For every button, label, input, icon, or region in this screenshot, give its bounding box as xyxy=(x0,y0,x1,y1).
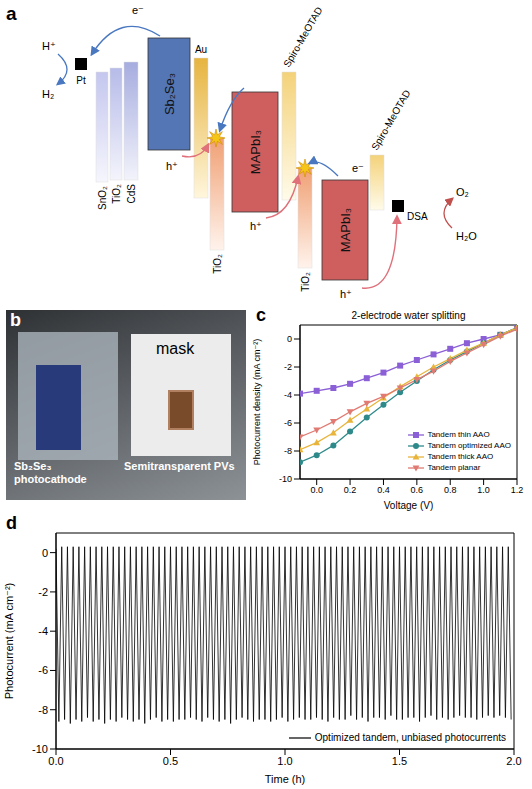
svg-text:Spiro-MeOTAD: Spiro-MeOTAD xyxy=(369,88,412,152)
svg-text:1.0: 1.0 xyxy=(477,485,490,495)
svg-text:Time (h): Time (h) xyxy=(265,773,306,785)
svg-text:0.4: 0.4 xyxy=(377,485,390,495)
svg-text:h⁺: h⁺ xyxy=(166,160,178,172)
svg-text:Photocurrent (mA cm⁻²): Photocurrent (mA cm⁻²) xyxy=(3,583,15,699)
svg-text:-10: -10 xyxy=(279,474,292,484)
html-text:b: b xyxy=(10,310,21,330)
svg-text:0.6: 0.6 xyxy=(411,485,424,495)
svg-text:0.5: 0.5 xyxy=(163,755,178,767)
svg-text:e⁻: e⁻ xyxy=(352,162,364,174)
svg-text:-4: -4 xyxy=(38,625,48,637)
svg-text:0.2: 0.2 xyxy=(344,485,357,495)
html-text:2-electrode water splitting: 2-electrode water splitting xyxy=(351,310,466,321)
html-text:Tandem thick AAO: Tandem thick AAO xyxy=(427,452,494,461)
svg-text:h⁺: h⁺ xyxy=(250,220,262,232)
svg-text:Pt: Pt xyxy=(76,75,86,86)
svg-text:TiO₂: TiO₂ xyxy=(300,272,311,292)
html-text:mask: mask xyxy=(156,340,195,357)
svg-text:-8: -8 xyxy=(38,704,48,716)
svg-text:0.0: 0.0 xyxy=(310,485,323,495)
svg-text:a: a xyxy=(6,3,17,24)
svg-text:-6: -6 xyxy=(284,418,292,428)
html-text:Tandem optimized AAO: Tandem optimized AAO xyxy=(427,441,511,450)
svg-text:Voltage (V): Voltage (V) xyxy=(384,500,433,511)
svg-text:CdS: CdS xyxy=(126,184,137,204)
svg-text:TiO₂: TiO₂ xyxy=(111,184,122,204)
svg-text:-10: -10 xyxy=(32,743,48,755)
svg-text:1.0: 1.0 xyxy=(277,755,292,767)
svg-text:TiO₂: TiO₂ xyxy=(212,254,223,274)
svg-text:Spiro-MeOTAD: Spiro-MeOTAD xyxy=(281,5,324,69)
html-text:Sb₂Se₃ photocathode: Sb₂Se₃ photocathode xyxy=(14,460,87,485)
html-text:Tandem planar: Tandem planar xyxy=(427,463,481,472)
svg-text:1.5: 1.5 xyxy=(392,755,407,767)
svg-text:H₂: H₂ xyxy=(42,88,54,100)
svg-text:Sb₂Se₃: Sb₂Se₃ xyxy=(162,73,177,115)
svg-text:SnO₂: SnO₂ xyxy=(97,186,108,210)
svg-text:1.2: 1.2 xyxy=(511,485,524,495)
svg-text:Photocurrent density (mA cm⁻²): Photocurrent density (mA cm⁻²) xyxy=(252,339,262,465)
svg-text:h⁺: h⁺ xyxy=(340,288,352,300)
svg-text:-8: -8 xyxy=(284,446,292,456)
html-text:Tandem thin AAO: Tandem thin AAO xyxy=(427,430,490,439)
svg-text:-2: -2 xyxy=(284,362,292,372)
svg-text:Au: Au xyxy=(195,44,207,55)
svg-text:H₂O: H₂O xyxy=(456,230,477,242)
svg-text:2.0: 2.0 xyxy=(506,755,521,767)
svg-text:MAPbI₃: MAPbI₃ xyxy=(338,208,353,252)
svg-text:O₂: O₂ xyxy=(456,186,469,198)
svg-text:0.0: 0.0 xyxy=(48,755,63,767)
html-text:Semitransparent PVs: Semitransparent PVs xyxy=(124,460,235,472)
svg-text:H⁺: H⁺ xyxy=(42,40,56,52)
html-text:c: c xyxy=(256,305,266,325)
svg-text:-2: -2 xyxy=(38,586,48,598)
svg-text:e⁻: e⁻ xyxy=(132,4,144,16)
html-text:Optimized tandem, unbiased pho: Optimized tandem, unbiased photocurrents xyxy=(314,732,506,743)
svg-text:-6: -6 xyxy=(38,664,48,676)
svg-text:0: 0 xyxy=(42,547,48,559)
html-text:d: d xyxy=(6,513,17,533)
svg-text:0.8: 0.8 xyxy=(444,485,457,495)
svg-text:DSA: DSA xyxy=(407,211,428,222)
svg-text:-4: -4 xyxy=(284,390,292,400)
svg-text:0: 0 xyxy=(287,334,292,344)
svg-text:MAPbI₃: MAPbI₃ xyxy=(248,130,263,174)
